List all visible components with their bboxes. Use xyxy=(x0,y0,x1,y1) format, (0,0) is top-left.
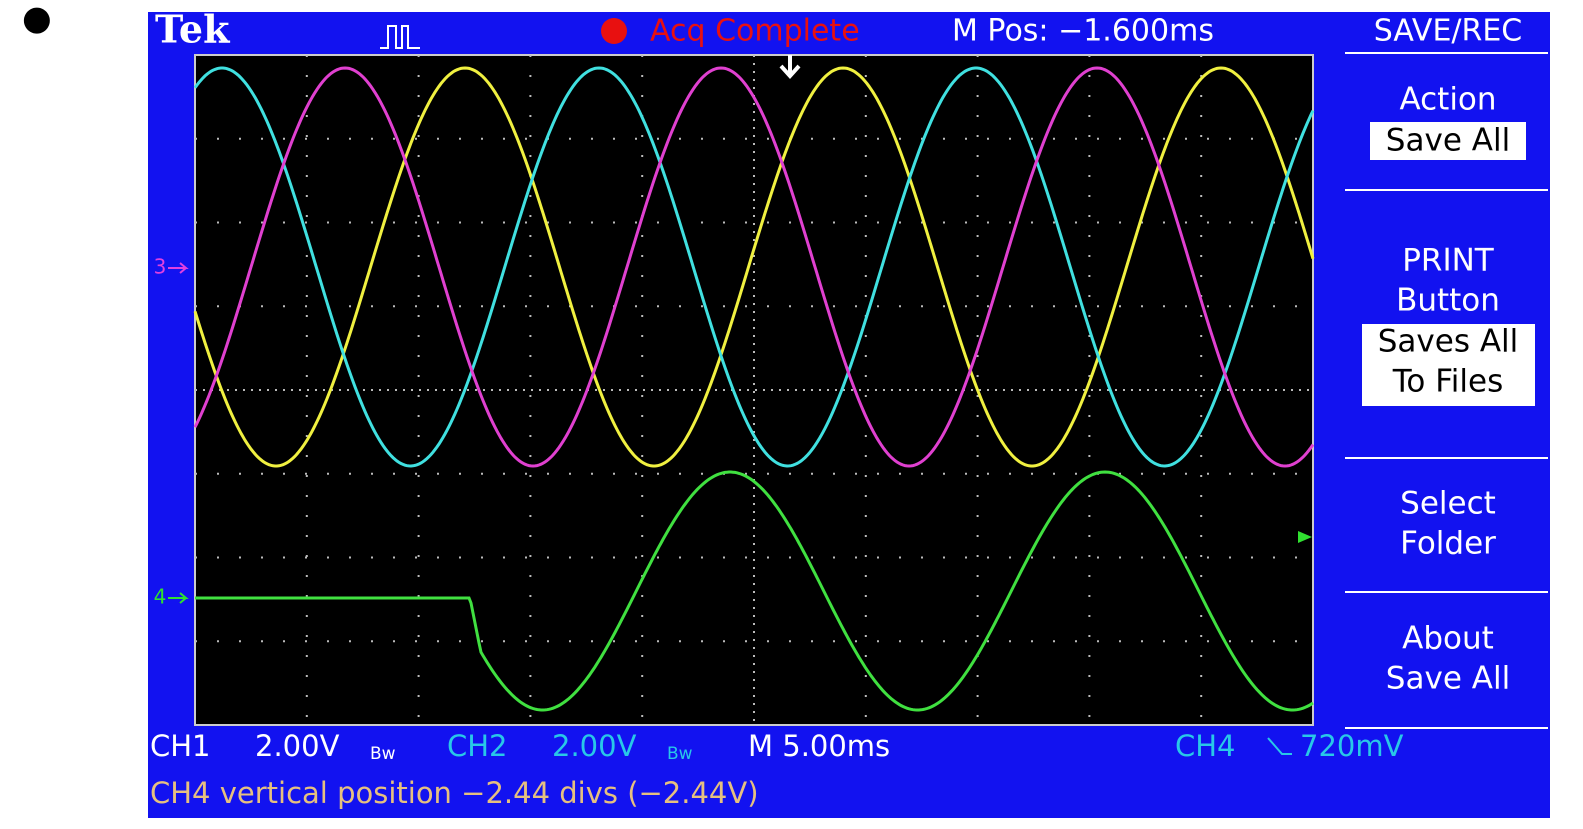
menu-label: Action xyxy=(1399,82,1496,118)
ch4-marker: 4 xyxy=(154,585,167,609)
ch1-bw: Bw xyxy=(370,744,396,764)
menu-label[interactable]: Save All xyxy=(1386,661,1510,697)
acq-status: Acq Complete xyxy=(650,14,860,49)
bullet: ● xyxy=(22,0,52,39)
menu-label: PRINT xyxy=(1402,243,1495,279)
trigger-source: CH4 xyxy=(1175,729,1236,763)
m-position: M Pos: −1.600ms xyxy=(952,14,1214,49)
menu-title: SAVE/REC xyxy=(1374,14,1523,49)
brand: Tek xyxy=(155,7,230,52)
menu-value[interactable]: Save All xyxy=(1386,123,1510,159)
acq-dot xyxy=(601,18,627,44)
menu-label: Button xyxy=(1396,283,1500,319)
ch3-marker: 3 xyxy=(154,255,167,279)
ch2-label: CH2 xyxy=(447,729,508,763)
ch2-bw: Bw xyxy=(667,744,693,764)
menu-value[interactable]: Saves All xyxy=(1378,324,1519,360)
timebase: M 5.00ms xyxy=(748,729,890,763)
menu-value[interactable]: To Files xyxy=(1392,364,1504,400)
trigger-level: 720mV xyxy=(1300,729,1404,763)
status-message: CH4 vertical position −2.44 divs (−2.44V… xyxy=(150,776,759,810)
menu-label[interactable]: Folder xyxy=(1400,526,1496,562)
ch1-scale: 2.00V xyxy=(255,729,340,763)
menu-label[interactable]: About xyxy=(1402,621,1494,657)
ch1-label: CH1 xyxy=(150,729,211,763)
scope-screen: ● Tek Acq Complete M Pos: −1.600ms SAVE/… xyxy=(0,0,1583,825)
menu-label[interactable]: Select xyxy=(1400,486,1496,522)
ch2-scale: 2.00V xyxy=(552,729,637,763)
page: ● Tek Acq Complete M Pos: −1.600ms SAVE/… xyxy=(0,0,1583,825)
